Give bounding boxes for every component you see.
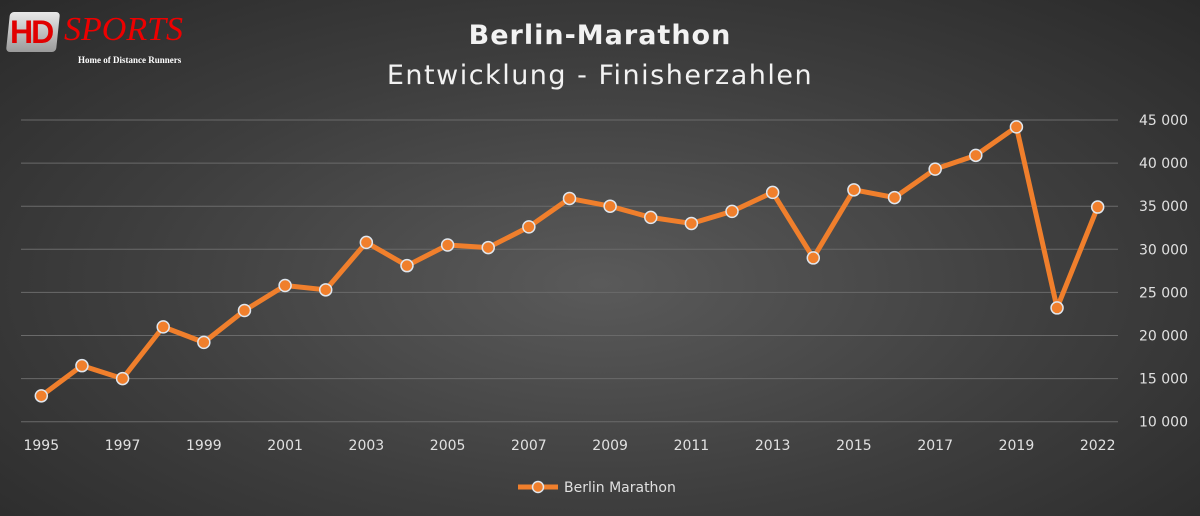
data-point [765, 185, 780, 200]
legend-label: Berlin Marathon [564, 480, 676, 496]
x-tick-label: 1999 [186, 438, 222, 454]
x-tick-label: 2007 [511, 438, 547, 454]
x-tick-label: 1997 [105, 438, 141, 454]
data-point [278, 278, 292, 293]
data-point [197, 335, 211, 350]
data-point [481, 240, 495, 255]
data-point [522, 220, 536, 234]
y-tick-label: 10 000 [1139, 415, 1188, 431]
x-tick-label: 2011 [674, 438, 710, 454]
logo-hd-letters: HD [10, 14, 54, 50]
chart-title: Berlin-Marathon [468, 20, 732, 51]
data-point [928, 162, 942, 176]
data-point [237, 303, 252, 318]
data-point [1050, 301, 1064, 315]
y-tick-label: 20 000 [1139, 329, 1188, 345]
data-point [156, 320, 170, 334]
y-tick-label: 30 000 [1139, 242, 1188, 258]
data-point [34, 389, 49, 403]
x-tick-label: 2005 [430, 438, 466, 454]
x-tick-label: 2015 [836, 438, 872, 454]
data-point [603, 199, 617, 213]
x-tick-label: 2022 [1080, 438, 1116, 454]
x-tick-label: 1995 [23, 438, 59, 454]
data-point [725, 204, 739, 219]
legend-marker [531, 480, 545, 494]
data-point [1009, 120, 1024, 134]
data-point [75, 358, 89, 373]
data-point [400, 258, 414, 273]
x-tick-label: 2013 [755, 438, 791, 454]
x-tick-label: 2009 [592, 438, 628, 454]
x-tick-label: 2003 [349, 438, 385, 454]
data-point [1090, 200, 1105, 214]
data-point [684, 216, 699, 231]
x-tick-label: 2019 [999, 438, 1035, 454]
data-point [969, 148, 983, 163]
y-tick-label: 15 000 [1139, 372, 1188, 388]
data-point [359, 235, 374, 250]
data-point [440, 238, 455, 252]
logo-sports-letters: SPORTS [64, 11, 183, 48]
y-tick-label: 35 000 [1139, 199, 1188, 215]
data-point [318, 283, 333, 297]
data-point [887, 190, 902, 205]
data-point [115, 371, 130, 386]
y-tick-label: 45 000 [1139, 113, 1188, 129]
y-tick-label: 40 000 [1139, 156, 1188, 172]
hdsports-logo: HD SPORTS Home of Distance Runners [5, 8, 206, 70]
x-tick-label: 2001 [267, 438, 303, 454]
chart-subtitle: Entwicklung - Finisherzahlen [386, 60, 814, 91]
data-point [562, 191, 577, 206]
data-point [847, 183, 861, 197]
logo-tagline: Home of Distance Runners [78, 55, 182, 65]
data-point [644, 210, 658, 225]
y-tick-label: 25 000 [1139, 285, 1188, 301]
x-tick-label: 2017 [917, 438, 953, 454]
data-point [806, 251, 821, 265]
